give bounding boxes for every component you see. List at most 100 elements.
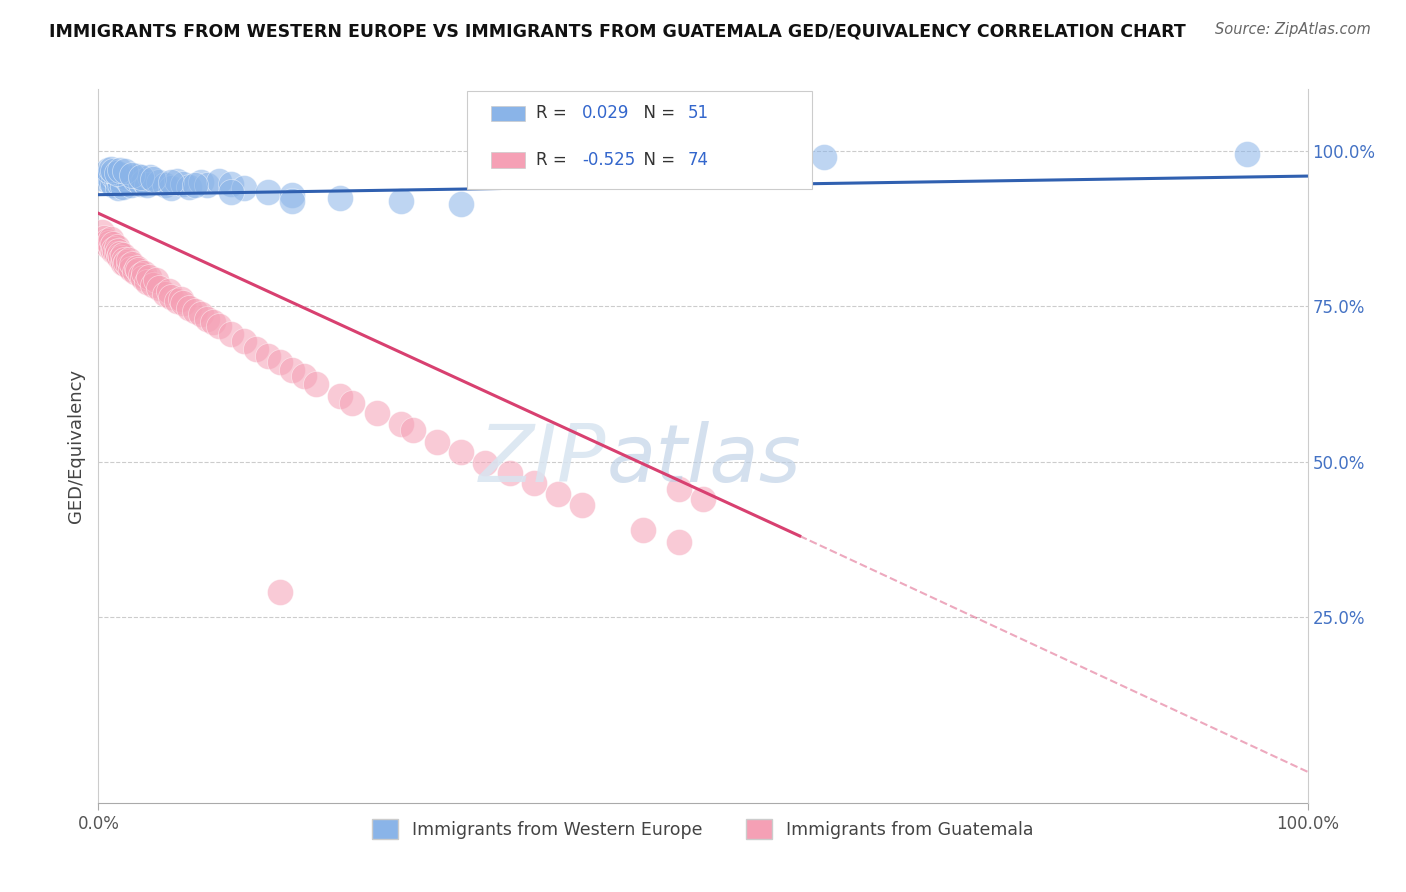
Point xyxy=(166,174,188,188)
Point xyxy=(110,251,132,265)
Point xyxy=(108,246,131,260)
Point xyxy=(631,523,654,537)
Point xyxy=(153,287,176,301)
Text: ZIP: ZIP xyxy=(479,421,606,500)
Point xyxy=(129,170,152,185)
Point xyxy=(100,240,122,254)
Point xyxy=(127,263,149,277)
Point xyxy=(120,262,142,277)
Point xyxy=(208,319,231,334)
Point xyxy=(523,476,546,491)
Point xyxy=(281,187,304,202)
Point xyxy=(221,177,243,191)
Point xyxy=(97,238,120,252)
Point xyxy=(232,334,254,348)
Point xyxy=(127,169,149,183)
Point xyxy=(135,178,157,193)
Point xyxy=(121,257,143,271)
Point xyxy=(145,273,167,287)
Point xyxy=(110,168,132,182)
Point xyxy=(195,311,218,326)
Point xyxy=(100,232,122,246)
Point xyxy=(426,434,449,449)
Point xyxy=(245,342,267,356)
Point xyxy=(98,236,121,251)
Point xyxy=(157,284,180,298)
Point xyxy=(269,355,291,369)
Point xyxy=(100,161,122,176)
Point xyxy=(115,254,138,268)
Point xyxy=(97,162,120,177)
Point xyxy=(153,178,176,193)
Point xyxy=(101,244,124,258)
Point xyxy=(97,169,120,183)
Point xyxy=(107,181,129,195)
Point xyxy=(190,175,212,189)
Text: N =: N = xyxy=(633,104,681,122)
Point xyxy=(450,197,472,211)
Point xyxy=(121,168,143,182)
Point xyxy=(184,178,207,193)
Point xyxy=(108,162,131,177)
Point xyxy=(124,265,146,279)
Point xyxy=(292,368,315,383)
Point xyxy=(179,301,201,315)
Point xyxy=(129,268,152,283)
Point xyxy=(329,389,352,403)
Text: N =: N = xyxy=(633,151,681,169)
Point xyxy=(221,185,243,199)
Point xyxy=(256,185,278,199)
Text: 0.029: 0.029 xyxy=(582,104,630,122)
Point xyxy=(281,194,304,208)
Point xyxy=(179,180,201,194)
Point xyxy=(139,170,162,185)
Point xyxy=(114,257,136,271)
Point xyxy=(813,151,835,165)
Point xyxy=(402,424,425,438)
Point xyxy=(195,178,218,193)
Point xyxy=(100,175,122,189)
Point xyxy=(142,172,165,186)
Point xyxy=(105,166,128,180)
Point xyxy=(202,315,225,329)
Point xyxy=(101,178,124,193)
Point xyxy=(547,487,569,501)
Point xyxy=(498,466,520,480)
Point xyxy=(93,172,115,186)
Point xyxy=(129,177,152,191)
Point xyxy=(103,242,125,256)
Point xyxy=(366,406,388,420)
Point xyxy=(172,296,194,310)
Point xyxy=(127,260,149,275)
Point xyxy=(221,327,243,342)
Point xyxy=(281,362,304,376)
Point xyxy=(160,290,183,304)
Point xyxy=(132,271,155,285)
Point xyxy=(160,175,183,189)
Point xyxy=(1236,147,1258,161)
FancyBboxPatch shape xyxy=(467,91,811,189)
Point xyxy=(101,237,124,252)
Point xyxy=(114,170,136,185)
Point xyxy=(105,240,128,254)
Text: Source: ZipAtlas.com: Source: ZipAtlas.com xyxy=(1215,22,1371,37)
Point xyxy=(474,456,496,470)
Point xyxy=(184,304,207,318)
Point xyxy=(111,248,134,262)
Point xyxy=(111,180,134,194)
Point xyxy=(107,244,129,258)
Text: atlas: atlas xyxy=(606,421,801,500)
Point xyxy=(105,174,128,188)
Point xyxy=(389,194,412,208)
Point xyxy=(142,277,165,292)
Point xyxy=(160,181,183,195)
Text: IMMIGRANTS FROM WESTERN EUROPE VS IMMIGRANTS FROM GUATEMALA GED/EQUIVALENCY CORR: IMMIGRANTS FROM WESTERN EUROPE VS IMMIGR… xyxy=(49,22,1185,40)
Point xyxy=(668,535,690,549)
Point xyxy=(104,244,127,259)
Point xyxy=(232,181,254,195)
Point xyxy=(190,307,212,321)
Point xyxy=(118,252,141,267)
Point xyxy=(134,267,156,281)
Point xyxy=(389,417,412,432)
Text: -0.525: -0.525 xyxy=(582,151,636,169)
